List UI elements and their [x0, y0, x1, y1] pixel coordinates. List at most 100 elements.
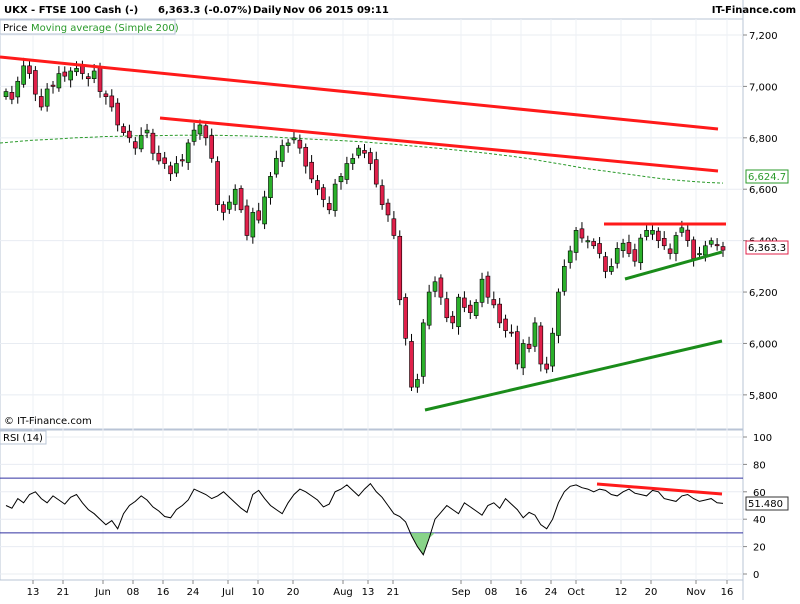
- x-tick-label: 20: [287, 587, 300, 598]
- candle-down: [297, 139, 303, 149]
- candle-up: [415, 379, 420, 388]
- candle-up: [56, 73, 62, 89]
- candle-down: [121, 126, 126, 133]
- candle-down: [626, 242, 632, 254]
- candle-up: [279, 145, 285, 162]
- candle-up: [473, 302, 479, 316]
- rsi-y-tick-label: 20: [753, 543, 766, 554]
- candle-down: [362, 150, 367, 154]
- candle-down: [462, 297, 467, 308]
- candle-down: [315, 180, 320, 190]
- rsi-legend: RSI (14): [3, 433, 43, 444]
- candle-down: [544, 363, 549, 370]
- x-tick-label: Jul: [221, 587, 234, 598]
- candle-up: [250, 212, 256, 238]
- x-tick-label: 24: [187, 587, 200, 598]
- x-tick-label: 13: [362, 587, 375, 598]
- candle-up: [44, 88, 50, 107]
- candle-up: [573, 230, 579, 253]
- candle-up: [620, 242, 626, 251]
- candle-up: [91, 70, 97, 79]
- candle-down: [256, 210, 262, 221]
- candle-up: [74, 68, 79, 73]
- candle-down: [661, 238, 667, 247]
- candle-up: [185, 142, 191, 163]
- ma-value-label: 6,624.7: [748, 172, 786, 183]
- x-tick-label: 08: [127, 587, 140, 598]
- resistance-line-1: [0, 55, 719, 131]
- candle-up: [191, 129, 197, 142]
- price-legend-box: [0, 19, 176, 35]
- candle-down: [591, 241, 597, 247]
- candle-up: [15, 80, 21, 98]
- candle-down: [685, 229, 691, 241]
- candle-up: [562, 266, 567, 292]
- candle-down: [162, 157, 167, 164]
- rsi-line: [5, 482, 724, 556]
- candle-down: [503, 318, 508, 331]
- candle-down: [62, 71, 68, 77]
- candle-up: [638, 237, 644, 264]
- x-tick-label: 10: [252, 587, 265, 598]
- candle-up: [197, 124, 203, 135]
- ma-value-box: [745, 169, 789, 184]
- candle-down: [109, 95, 115, 108]
- candle-down: [509, 331, 514, 334]
- grid: [0, 19, 747, 584]
- candle-down: [368, 152, 373, 164]
- candle-down: [526, 343, 532, 349]
- candle-down: [714, 244, 720, 247]
- candle-up: [520, 343, 526, 369]
- candle-down: [632, 249, 638, 262]
- candle-down: [33, 70, 38, 95]
- rsi-legend-box: [0, 430, 47, 445]
- candle-up: [338, 176, 344, 183]
- candle-up: [227, 201, 232, 210]
- candle-down: [720, 246, 726, 251]
- price-y-tick-label: 6,200: [749, 288, 778, 299]
- resistance-line-2: [159, 116, 719, 173]
- candle-down: [180, 159, 185, 162]
- candle-up: [21, 65, 26, 85]
- candle-down: [450, 315, 455, 324]
- candle-down: [38, 96, 44, 108]
- candle-down: [168, 165, 173, 175]
- price-y-tick-label: 6,000: [749, 339, 778, 350]
- x-tick-label: Aug: [333, 587, 353, 598]
- candle-down: [603, 256, 608, 272]
- x-tick-label: Oct: [567, 587, 584, 598]
- rsi-y-tick-label: 0: [753, 570, 759, 581]
- candle-down: [80, 65, 85, 74]
- price-y-tick-label: 6,600: [749, 185, 778, 196]
- support-line-long: [424, 339, 723, 412]
- candle-down: [515, 331, 520, 365]
- candle-up: [274, 158, 279, 175]
- x-tick-labels: 13 21 Jun 08 16 24 Jul 10 20 Aug 13 21 Sep 08 16 24 Oct 1…: [27, 587, 734, 598]
- x-tick-label: 13: [27, 587, 40, 598]
- candle-up: [673, 235, 679, 254]
- candle-up: [174, 163, 179, 174]
- candle-down: [485, 275, 491, 298]
- rsi-divergence-line: [596, 482, 723, 496]
- x-tick-label: 16: [515, 587, 528, 598]
- price-legend: Price: [3, 23, 27, 34]
- chart-datetime: Nov 06 2015 09:11: [283, 5, 389, 16]
- candle-down: [373, 159, 379, 185]
- copyright-label: © IT-Finance.com: [4, 416, 92, 427]
- candle-down: [238, 188, 244, 211]
- support-line-short: [624, 250, 723, 281]
- candle-up: [350, 158, 356, 164]
- candle-down: [103, 93, 109, 97]
- candle-down: [397, 235, 403, 301]
- candle-down: [132, 141, 138, 149]
- candle-down: [85, 76, 91, 79]
- candle-down: [326, 203, 332, 211]
- ma200-series: [0, 134, 724, 184]
- candle-down: [385, 202, 391, 216]
- candle-down: [215, 161, 220, 205]
- candle-up: [650, 230, 655, 235]
- rsi-y-tick-label: 60: [753, 488, 766, 499]
- candles-series: [3, 57, 726, 393]
- candle-up: [614, 248, 620, 264]
